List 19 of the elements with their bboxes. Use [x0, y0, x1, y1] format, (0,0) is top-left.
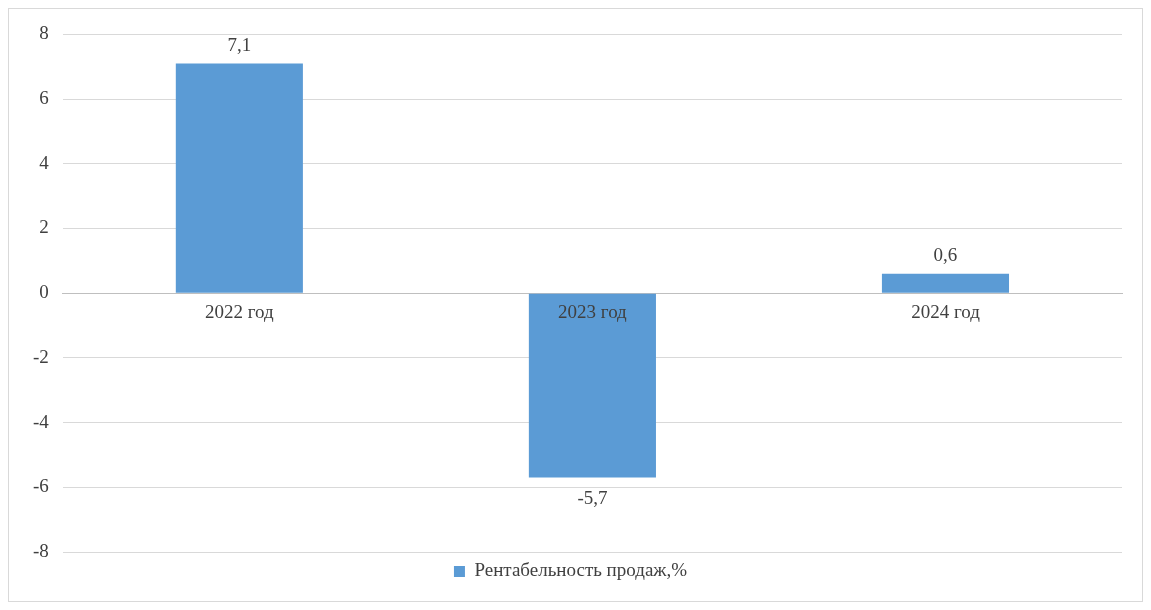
bar	[528, 293, 656, 478]
y-tick-label: -8	[33, 539, 49, 561]
y-tick-label: 0	[39, 281, 49, 303]
bar	[175, 63, 303, 293]
y-tick-label: 4	[39, 151, 50, 173]
x-tick-label: 2023 год	[558, 300, 628, 322]
data-label: 7,1	[227, 34, 252, 55]
bar	[881, 273, 1010, 293]
y-tick-label: 8	[39, 22, 49, 44]
y-tick-label: -2	[33, 345, 49, 367]
data-label: -5,7	[577, 487, 608, 509]
data-label: 0,6	[933, 244, 958, 266]
x-tick-label: 2022 год	[205, 300, 275, 322]
y-tick-label: 6	[39, 87, 49, 109]
legend-label: Рентабельность продаж,%	[474, 559, 688, 581]
y-tick-label: -6	[33, 475, 49, 497]
y-tick-label: -4	[33, 410, 50, 432]
y-tick-label: 2	[39, 216, 49, 238]
x-tick-label: 2024 год	[911, 300, 981, 322]
